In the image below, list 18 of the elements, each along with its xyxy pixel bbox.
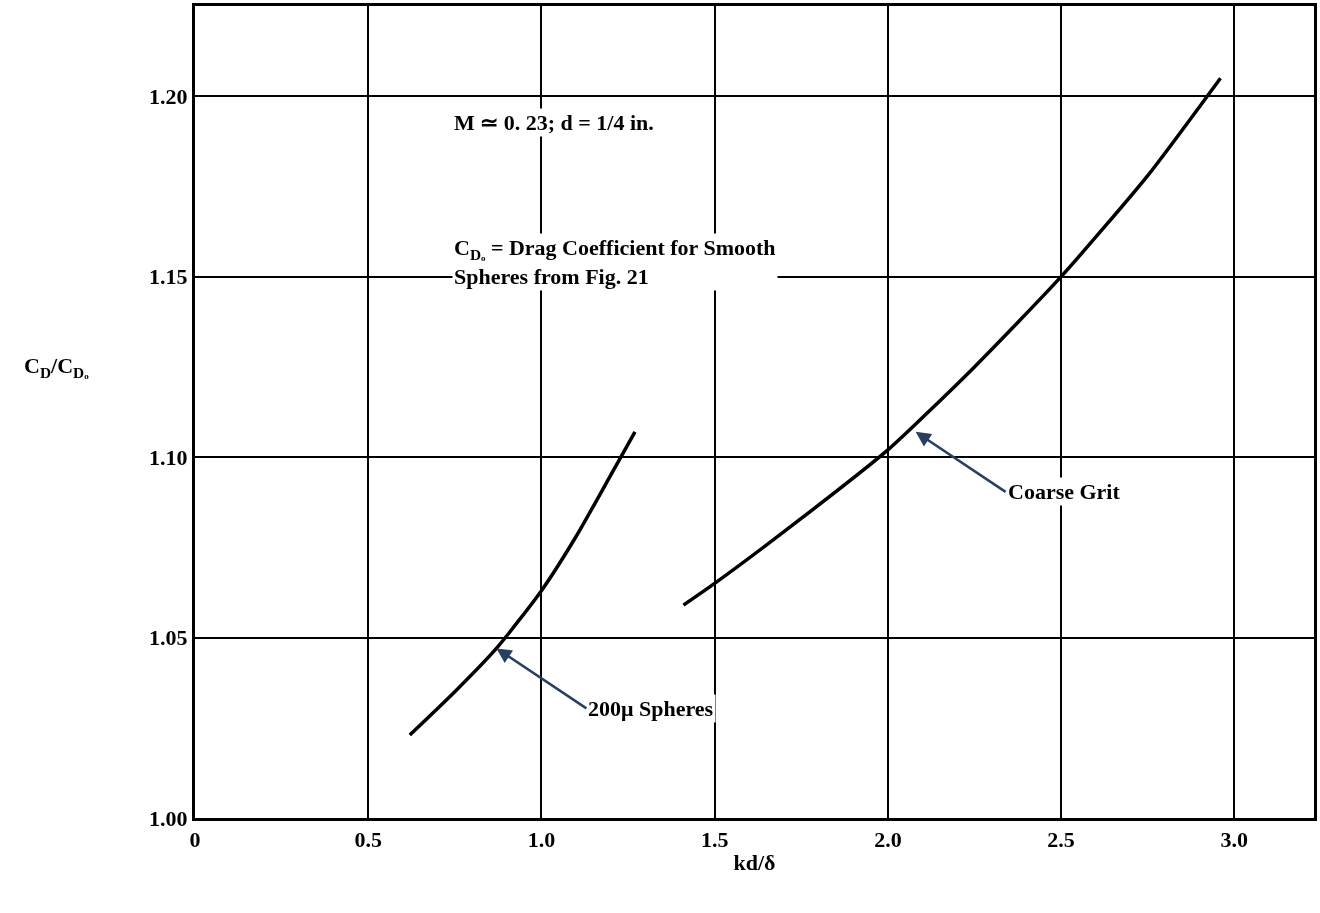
annotation: 200μ Spheres xyxy=(588,696,714,721)
x-tick-label: 2.5 xyxy=(1047,827,1075,853)
x-tick-label: 3.0 xyxy=(1220,827,1249,853)
x-tick-label: 0 xyxy=(189,827,201,853)
x-tick-label: 1.5 xyxy=(700,827,729,853)
annotation: M ≃ 0. 23; d = 1/4 in. xyxy=(454,110,654,135)
x-axis-title: kd/δ xyxy=(733,850,776,876)
y-tick-label: 1.20 xyxy=(149,83,188,109)
y-tick-label: 1.00 xyxy=(149,805,188,831)
annotation: C$_{Dₒ}$ = Drag Coefficient for Smooth Spheres from Fig. 21 xyxy=(454,235,776,289)
y-tick-label: 1.15 xyxy=(149,264,188,290)
x-tick-label: 0.5 xyxy=(354,827,382,853)
x-tick-label: 1.0 xyxy=(527,827,556,853)
y-axis-title: C$_{D}$/C$_{Dₒ}$ xyxy=(24,353,90,381)
x-tick-label: 2.0 xyxy=(874,827,902,853)
y-tick-label: 1.10 xyxy=(149,444,188,470)
y-tick-label: 1.05 xyxy=(149,625,188,651)
annotation: Coarse Grit xyxy=(1008,479,1121,504)
